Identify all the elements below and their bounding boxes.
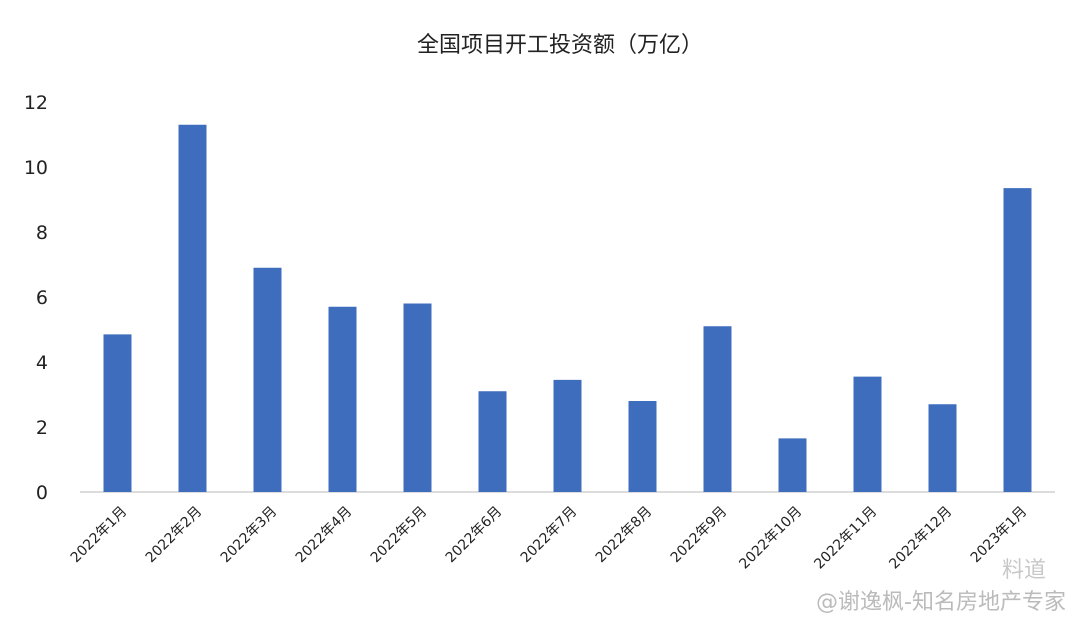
- watermark-text: @谢逸枫-知名房地产专家: [816, 590, 1066, 615]
- y-tick-label: 0: [36, 482, 48, 504]
- bar: [253, 267, 282, 492]
- bar: [478, 391, 507, 492]
- bar: [178, 124, 207, 492]
- x-tick-label: 2022年5月: [368, 504, 431, 567]
- bar: [1003, 188, 1032, 492]
- bar: [103, 334, 132, 492]
- y-tick-label: 8: [36, 222, 48, 244]
- y-tick-label: 6: [36, 287, 48, 309]
- x-tick-label: 2022年4月: [293, 504, 356, 567]
- bar: [328, 306, 357, 492]
- x-tick-label: 2022年8月: [593, 504, 656, 567]
- bar: [928, 404, 957, 492]
- y-tick-label: 2: [36, 417, 48, 439]
- watermark-logo: 料道: [1001, 558, 1046, 583]
- x-axis: 2022年1月 2022年2月 2022年3月 2022年4月 2022年5月 2022年…: [68, 504, 1031, 573]
- bar: [403, 303, 432, 492]
- x-tick-label: 2022年9月: [668, 504, 731, 567]
- bar: [853, 376, 882, 492]
- x-tick-label: 2022年1月: [68, 504, 131, 567]
- bar: [553, 379, 582, 492]
- y-tick-label: 10: [24, 157, 48, 179]
- x-tick-label: 2022年11月: [811, 504, 880, 573]
- bar: [703, 326, 732, 492]
- chart-title: 全国项目开工投资额（万亿）: [417, 33, 703, 58]
- y-tick-label: 4: [36, 352, 48, 374]
- x-tick-label: 2022年6月: [443, 504, 506, 567]
- x-tick-label: 2022年2月: [143, 504, 206, 567]
- y-axis: 0 2 4 6 8 10 12: [24, 92, 48, 504]
- bars-group: [103, 124, 1032, 492]
- x-tick-label: 2022年10月: [736, 504, 805, 573]
- bar: [778, 438, 807, 492]
- y-tick-label: 12: [24, 92, 48, 114]
- x-tick-label: 2022年7月: [518, 504, 581, 567]
- x-tick-label: 2022年3月: [218, 504, 281, 567]
- bar: [628, 401, 657, 492]
- x-tick-label: 2022年12月: [886, 504, 955, 573]
